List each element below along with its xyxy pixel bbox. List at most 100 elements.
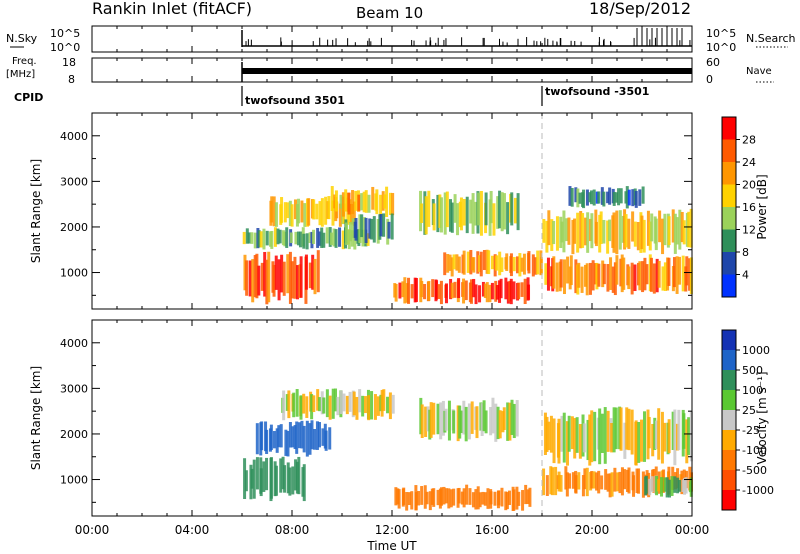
heatmap-cell [300, 200, 304, 223]
heatmap-cell [595, 472, 599, 491]
heatmap-cell [549, 415, 553, 453]
heatmap-cell [282, 390, 286, 421]
heatmap-cell [498, 410, 502, 439]
heatmap-cell [265, 230, 269, 246]
heatmap-cell [289, 232, 293, 244]
heatmap-cell [324, 196, 328, 225]
heatmap-cell [354, 217, 358, 241]
heatmap-cell [584, 217, 588, 246]
heatmap-cell [313, 258, 317, 295]
heatmap-cell [288, 251, 292, 304]
y-tick-label: 3000 [60, 382, 88, 395]
heatmap-cell [427, 280, 431, 301]
heatmap-cell [274, 202, 278, 227]
heatmap-cell [462, 278, 466, 304]
heatmap-cell [320, 391, 324, 415]
heatmap-cell [680, 211, 684, 243]
heatmap-cell [468, 488, 472, 505]
heatmap-cell [253, 232, 257, 249]
heatmap-cell [504, 491, 508, 511]
heatmap-cell [667, 419, 671, 454]
heatmap-cell [449, 278, 453, 300]
heatmap-cell [663, 422, 667, 452]
heatmap-cell [512, 256, 516, 272]
heatmap-cell [608, 473, 612, 498]
heatmap-cell [627, 189, 631, 206]
heatmap-cell [288, 422, 292, 448]
heatmap-cell [252, 459, 256, 499]
heatmap-cell [327, 196, 331, 220]
heatmap-cell [681, 479, 685, 493]
heatmap-cell [577, 262, 581, 288]
heatmap-cell [661, 266, 665, 291]
heatmap-cell [677, 409, 681, 451]
heatmap-cell [279, 458, 283, 493]
heatmap-cell [427, 190, 431, 227]
heatmap-cell [625, 407, 629, 450]
heatmap-cell [308, 232, 312, 244]
heatmap-cell [423, 284, 427, 300]
heatmap-cell [424, 406, 428, 437]
heatmap-cell [562, 210, 566, 253]
heatmap-cell [394, 487, 398, 506]
heatmap-cell [443, 192, 447, 235]
heatmap-cell [432, 203, 436, 231]
heatmap-cell [632, 475, 636, 497]
heatmap-cell [414, 492, 418, 511]
heatmap-cell [606, 473, 610, 492]
heatmap-cell [380, 389, 384, 417]
heatmap-cell [297, 456, 301, 495]
colorbar-tick-label: 500 [742, 364, 763, 377]
heatmap-cell [502, 407, 506, 430]
heatmap-cell [595, 262, 599, 290]
heatmap-cell [339, 390, 343, 415]
heatmap-cell [616, 472, 620, 492]
heatmap-cell [597, 191, 601, 204]
heatmap-cell [344, 189, 348, 212]
heatmap-cell [469, 279, 473, 304]
heatmap-cell [559, 475, 563, 492]
heatmap-cell [373, 394, 377, 420]
heatmap-cell [600, 187, 604, 205]
heatmap-cell [312, 229, 316, 244]
heatmap-cell [640, 215, 644, 250]
heatmap-cell [426, 406, 430, 432]
heatmap-cell [455, 254, 459, 271]
heatmap-cell [661, 218, 665, 255]
heatmap-cell [302, 233, 306, 249]
heatmap-cell [610, 423, 614, 453]
heatmap-cell [602, 191, 606, 207]
heatmap-cell [644, 475, 648, 494]
heatmap-cell [257, 265, 261, 296]
heatmap-cell [462, 400, 466, 435]
heatmap-cell [285, 394, 289, 411]
heatmap-cell [255, 457, 259, 490]
heatmap-cell [521, 490, 525, 511]
heatmap-cell [660, 411, 664, 464]
heatmap-cell [474, 201, 478, 226]
heatmap-cell [531, 254, 535, 277]
heatmap-cell [360, 193, 364, 211]
heatmap-cell [350, 230, 354, 247]
velocity-cbar-label: Velocity [m s⁻¹] [755, 371, 769, 464]
heatmap-cell [498, 251, 502, 276]
heatmap-cell [436, 403, 440, 435]
colorbar-tick-label: 16 [742, 201, 756, 214]
heatmap-cell [618, 210, 622, 250]
heatmap-cell [436, 489, 440, 506]
heatmap-cell [376, 396, 380, 416]
heatmap-cell [496, 196, 500, 229]
heatmap-cell [586, 212, 590, 253]
colorbar-tick-label: -500 [742, 464, 767, 477]
heatmap-cell [555, 262, 559, 292]
heatmap-cell [440, 487, 444, 506]
heatmap-cell [348, 222, 352, 242]
colorbar-tick-label: 24 [742, 156, 756, 169]
heatmap-cell [313, 429, 317, 450]
heatmap-cell [633, 264, 637, 292]
heatmap-cell [386, 396, 390, 414]
x-tick-label: 08:00 [275, 523, 310, 537]
freq-right-tick-top: 60 [706, 56, 720, 69]
heatmap-cell [310, 420, 314, 450]
heatmap-cell [479, 251, 483, 277]
